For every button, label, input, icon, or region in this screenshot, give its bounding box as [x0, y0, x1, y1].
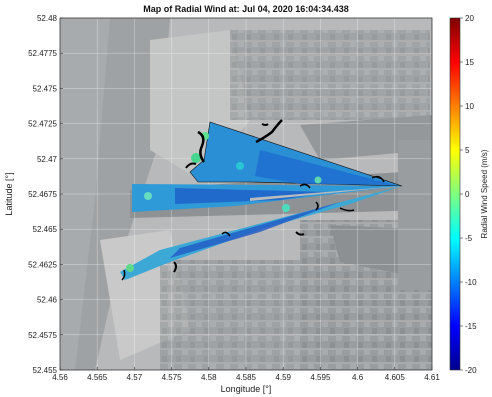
x-axis-ticks: 4.56 4.565 4.57 4.575 4.58 4.585 4.59 4.595 4.6 4…	[52, 367, 440, 382]
y-tick-label: 52.48	[37, 14, 58, 23]
x-tick-label: 4.6	[352, 373, 364, 382]
x-tick-label: 4.565	[87, 373, 108, 382]
x-tick-label: 4.605	[385, 373, 406, 382]
colorbar-tick-label: 20	[465, 14, 474, 23]
colorbar	[449, 17, 461, 371]
colorbar-tick-label: -5	[465, 234, 473, 243]
colorbar-tick-label: -20	[465, 366, 477, 375]
colorbar-tick-label: 10	[465, 102, 474, 111]
y-tick-label: 52.4675	[28, 190, 57, 199]
scan-sector-upper	[189, 121, 403, 187]
colorbar-ticks: 20 15 10 5 0 -5 -10 -15 -20	[460, 14, 477, 375]
chart-title: Map of Radial Wind at: Jul 04, 2020 16:0…	[143, 4, 349, 14]
scan-sector-west-fill	[175, 188, 330, 204]
colorbar-tick-label: 0	[465, 190, 470, 199]
x-tick-label: 4.595	[310, 373, 331, 382]
y-tick-label: 52.4725	[28, 120, 57, 129]
colorbar-tick-label: -10	[465, 278, 477, 287]
colorbar-tick-label: 15	[465, 58, 474, 67]
x-tick-label: 4.59	[275, 373, 291, 382]
y-tick-label: 52.4625	[28, 260, 57, 269]
radial-wind-scans	[120, 119, 403, 281]
x-tick-label: 4.58	[201, 373, 217, 382]
y-tick-label: 52.46	[37, 296, 58, 305]
y-tick-label: 52.4575	[28, 331, 57, 340]
y-tick-label: 52.4775	[28, 49, 57, 58]
x-tick-label: 4.57	[127, 373, 143, 382]
colorbar-tick-label: -15	[465, 322, 477, 331]
x-tick-label: 4.61	[424, 373, 440, 382]
x-tick-label: 4.575	[162, 373, 183, 382]
y-axis-ticks: 52.455 52.4575 52.46 52.4625 52.465 52.4675 52…	[28, 14, 63, 375]
y-axis-label: Latitude [°]	[4, 172, 14, 215]
x-axis-label: Longitude [°]	[221, 384, 272, 394]
scan-gap	[250, 186, 402, 201]
y-tick-label: 52.475	[33, 84, 58, 93]
scan-sector-lower-fill	[170, 202, 340, 258]
x-tick-label: 4.585	[236, 373, 257, 382]
colorbar-tick-label: 5	[465, 146, 470, 155]
scan-sector-lower	[120, 186, 402, 280]
y-tick-label: 52.47	[37, 155, 58, 164]
y-tick-label: 52.465	[33, 225, 58, 234]
colorbar-label: Radial Wind Speed (m/s)	[480, 149, 489, 238]
y-tick-label: 52.455	[33, 366, 58, 375]
x-tick-label: 4.56	[52, 373, 68, 382]
scan-sector-upper-fill	[255, 150, 395, 185]
